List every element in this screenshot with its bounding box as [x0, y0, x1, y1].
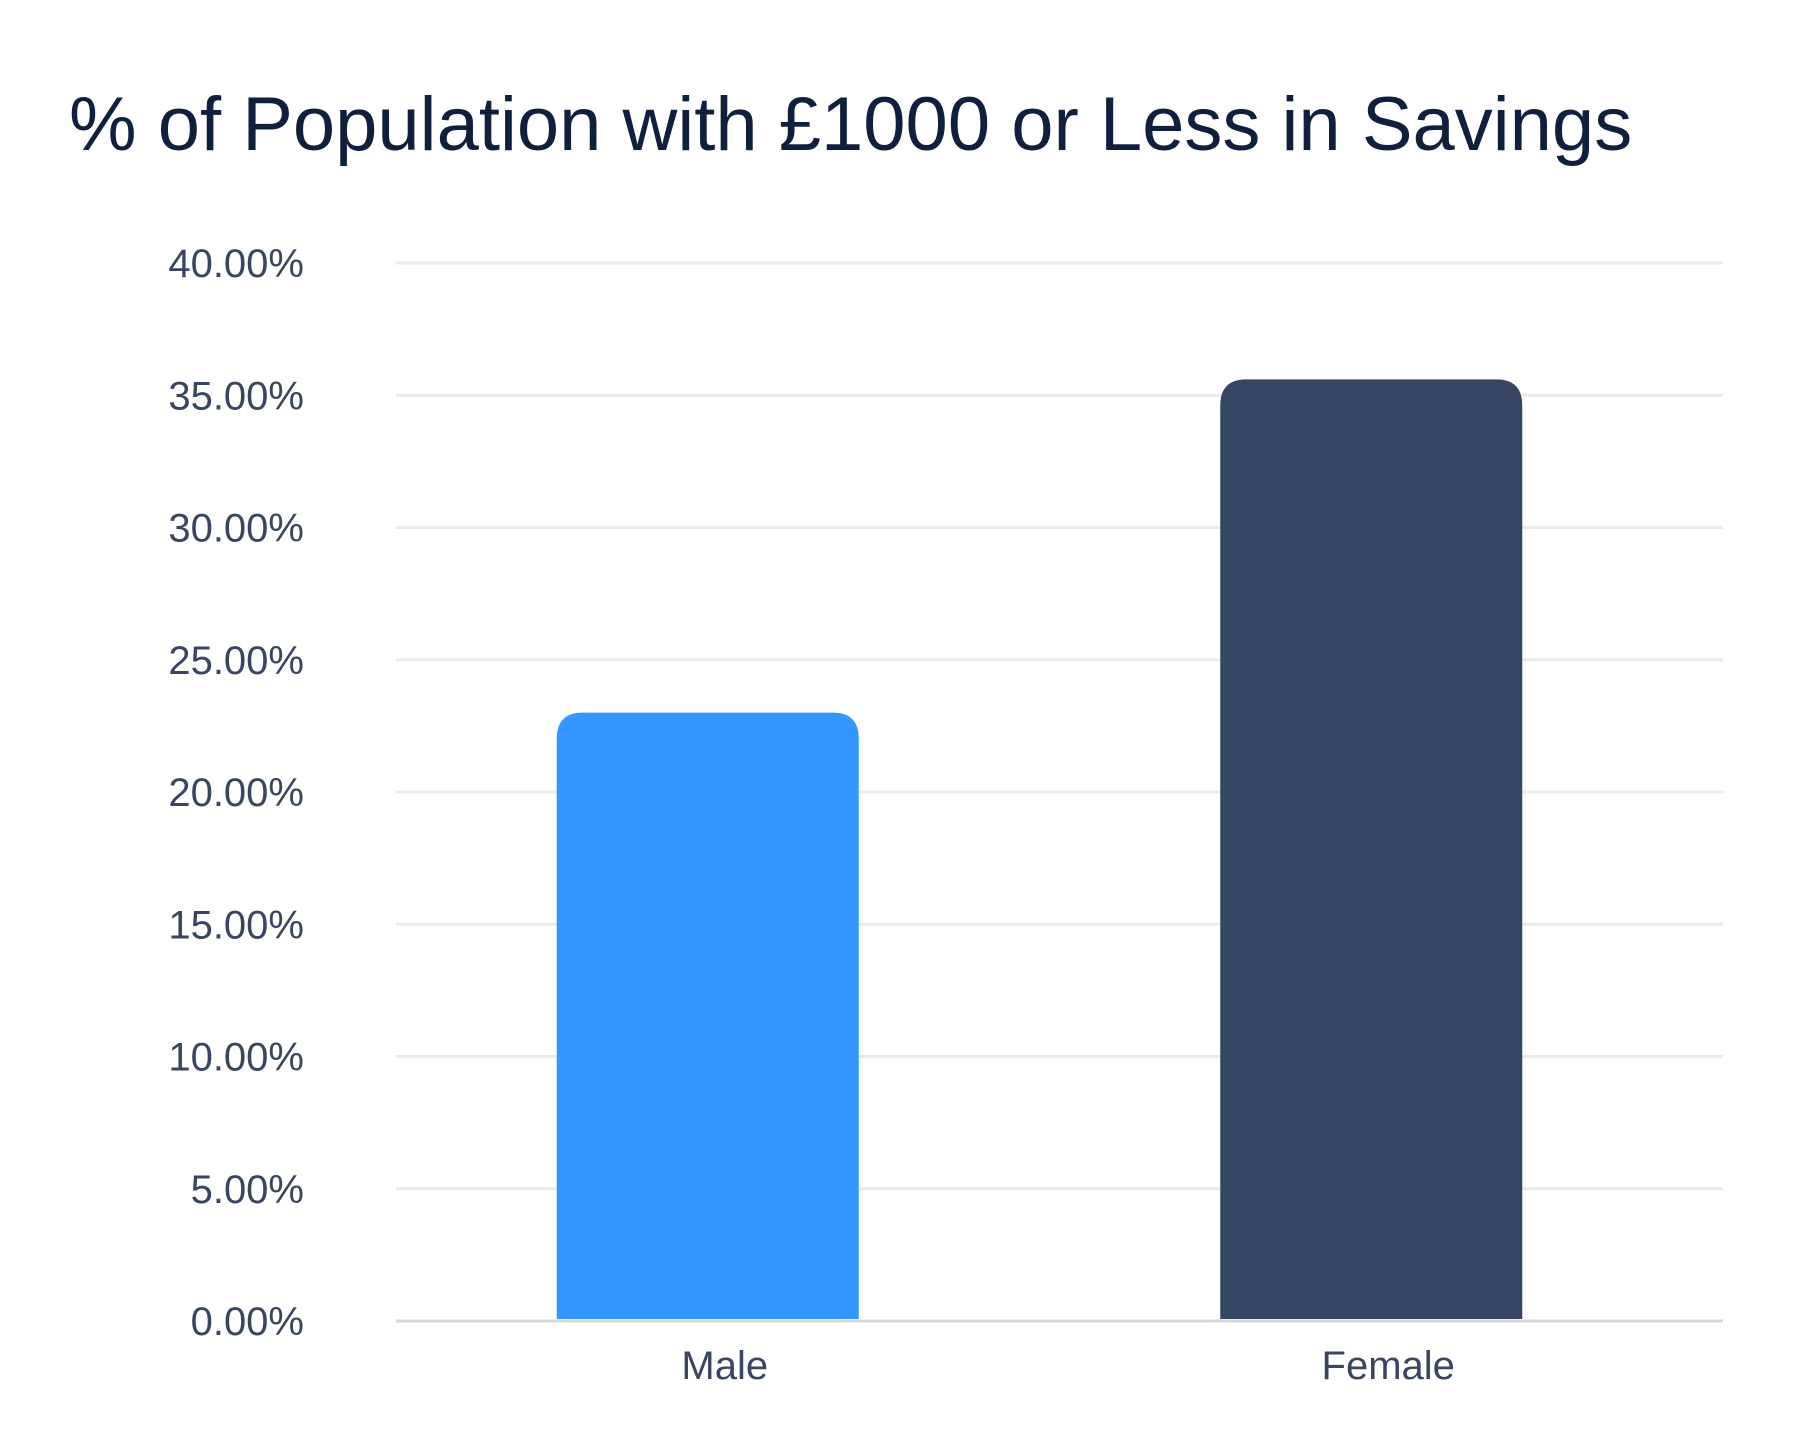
y-tick-label: 0.00% [191, 1300, 304, 1344]
y-tick-label: 10.00% [168, 1036, 304, 1080]
y-tick-label: 15.00% [168, 903, 304, 947]
y-tick-label: 5.00% [191, 1168, 304, 1212]
bars [556, 379, 1523, 1319]
bar-female [1220, 379, 1523, 1319]
y-tick-label: 30.00% [168, 507, 304, 551]
y-tick-label: 20.00% [168, 771, 304, 815]
y-tick-label: 25.00% [168, 639, 304, 683]
y-axis-ticks: 0.00% 5.00% 10.00% 15.00% 20.00% 25.00% 30.00%… [168, 242, 304, 1344]
x-tick-label: Female [1322, 1344, 1455, 1388]
chart-title: % of Population with £1000 or Less in Sa… [69, 82, 1632, 167]
y-tick-label: 35.00% [168, 374, 304, 418]
y-tick-label: 40.00% [168, 242, 304, 286]
x-tick-label: Male [681, 1344, 768, 1388]
x-axis-labels: Male Female [681, 1344, 1455, 1388]
bar-male [556, 712, 859, 1319]
